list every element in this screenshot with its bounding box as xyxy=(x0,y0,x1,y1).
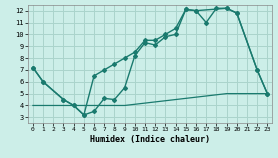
X-axis label: Humidex (Indice chaleur): Humidex (Indice chaleur) xyxy=(90,135,210,144)
